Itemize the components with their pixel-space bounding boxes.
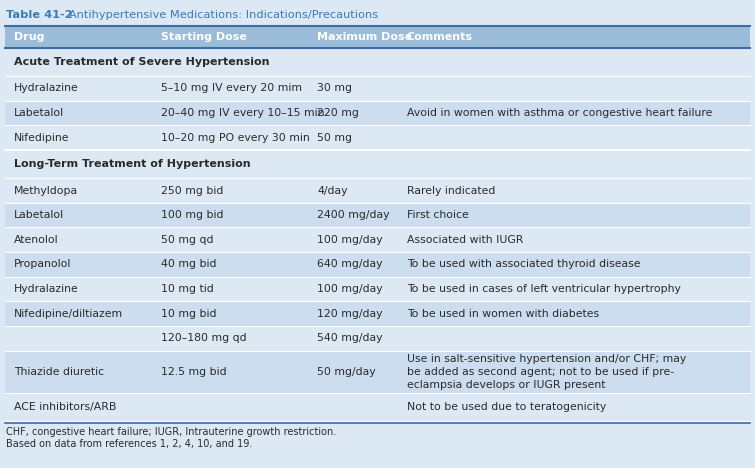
Text: First choice: First choice <box>407 210 468 220</box>
Text: Long-Term Treatment of Hypertension: Long-Term Treatment of Hypertension <box>14 159 251 169</box>
Bar <box>5 101 750 125</box>
Text: Labetalol: Labetalol <box>14 210 64 220</box>
Text: 30 mg: 30 mg <box>317 83 352 94</box>
Text: Table 41-2: Table 41-2 <box>6 10 72 20</box>
Text: 4/day: 4/day <box>317 185 347 196</box>
Text: Associated with IUGR: Associated with IUGR <box>407 235 523 245</box>
Bar <box>5 277 750 301</box>
Text: Not to be used due to teratogenicity: Not to be used due to teratogenicity <box>407 402 606 412</box>
Text: Use in salt-sensitive hypertension and/or CHF; may
be added as second agent; not: Use in salt-sensitive hypertension and/o… <box>407 353 686 390</box>
Text: Hydralazine: Hydralazine <box>14 83 79 94</box>
Text: 5–10 mg IV every 20 mim: 5–10 mg IV every 20 mim <box>161 83 302 94</box>
Text: Comments: Comments <box>407 32 473 42</box>
Text: Nifedipine: Nifedipine <box>14 133 69 143</box>
Text: Rarely indicated: Rarely indicated <box>407 185 495 196</box>
Text: CHF, congestive heart failure; IUGR, Intrauterine growth restriction.
Based on d: CHF, congestive heart failure; IUGR, Int… <box>6 427 336 449</box>
Text: Nifedipine/diltiazem: Nifedipine/diltiazem <box>14 309 123 319</box>
Bar <box>5 252 750 277</box>
Text: To be used in cases of left ventricular hypertrophy: To be used in cases of left ventricular … <box>407 284 680 294</box>
Text: ACE inhibitors/ARB: ACE inhibitors/ARB <box>14 402 116 412</box>
Text: Labetalol: Labetalol <box>14 108 64 118</box>
Text: 120–180 mg qd: 120–180 mg qd <box>161 333 246 344</box>
Text: 50 mg: 50 mg <box>317 133 352 143</box>
Bar <box>5 203 750 227</box>
Text: Maximum Dose: Maximum Dose <box>317 32 412 42</box>
Text: Acute Treatment of Severe Hypertension: Acute Treatment of Severe Hypertension <box>14 57 270 67</box>
Text: 100 mg/day: 100 mg/day <box>317 284 383 294</box>
Text: 10 mg bid: 10 mg bid <box>161 309 216 319</box>
Text: 640 mg/day: 640 mg/day <box>317 259 383 270</box>
Text: Drug: Drug <box>14 32 45 42</box>
Text: Methyldopa: Methyldopa <box>14 185 78 196</box>
Text: 10–20 mg PO every 30 min: 10–20 mg PO every 30 min <box>161 133 310 143</box>
Text: 540 mg/day: 540 mg/day <box>317 333 383 344</box>
Bar <box>5 227 750 252</box>
Bar <box>5 125 750 150</box>
Text: Thiazide diuretic: Thiazide diuretic <box>14 367 104 377</box>
Text: 220 mg: 220 mg <box>317 108 359 118</box>
Bar <box>5 178 750 203</box>
Text: 12.5 mg bid: 12.5 mg bid <box>161 367 226 377</box>
Bar <box>5 48 750 76</box>
Text: Propanolol: Propanolol <box>14 259 71 270</box>
Text: Avoid in women with asthma or congestive heart failure: Avoid in women with asthma or congestive… <box>407 108 712 118</box>
Text: 120 mg/day: 120 mg/day <box>317 309 383 319</box>
Text: To be used in women with diabetes: To be used in women with diabetes <box>407 309 599 319</box>
Bar <box>5 26 750 48</box>
Text: 2400 mg/day: 2400 mg/day <box>317 210 390 220</box>
Text: 40 mg bid: 40 mg bid <box>161 259 216 270</box>
Text: 250 mg bid: 250 mg bid <box>161 185 223 196</box>
Text: 50 mg qd: 50 mg qd <box>161 235 213 245</box>
Text: Starting Dose: Starting Dose <box>161 32 247 42</box>
Text: 100 mg/day: 100 mg/day <box>317 235 383 245</box>
Bar <box>5 301 750 326</box>
Text: Atenolol: Atenolol <box>14 235 59 245</box>
Bar <box>5 351 750 393</box>
Text: Antihypertensive Medications: Indications/Precautions: Antihypertensive Medications: Indication… <box>58 10 378 20</box>
Text: Hydralazine: Hydralazine <box>14 284 79 294</box>
Bar <box>5 150 750 178</box>
Text: 20–40 mg IV every 10–15 min: 20–40 mg IV every 10–15 min <box>161 108 324 118</box>
Bar <box>5 76 750 101</box>
Text: 50 mg/day: 50 mg/day <box>317 367 376 377</box>
Text: To be used with associated thyroid disease: To be used with associated thyroid disea… <box>407 259 640 270</box>
Bar <box>5 393 750 421</box>
Bar <box>5 326 750 351</box>
Text: 10 mg tid: 10 mg tid <box>161 284 214 294</box>
Text: 100 mg bid: 100 mg bid <box>161 210 223 220</box>
